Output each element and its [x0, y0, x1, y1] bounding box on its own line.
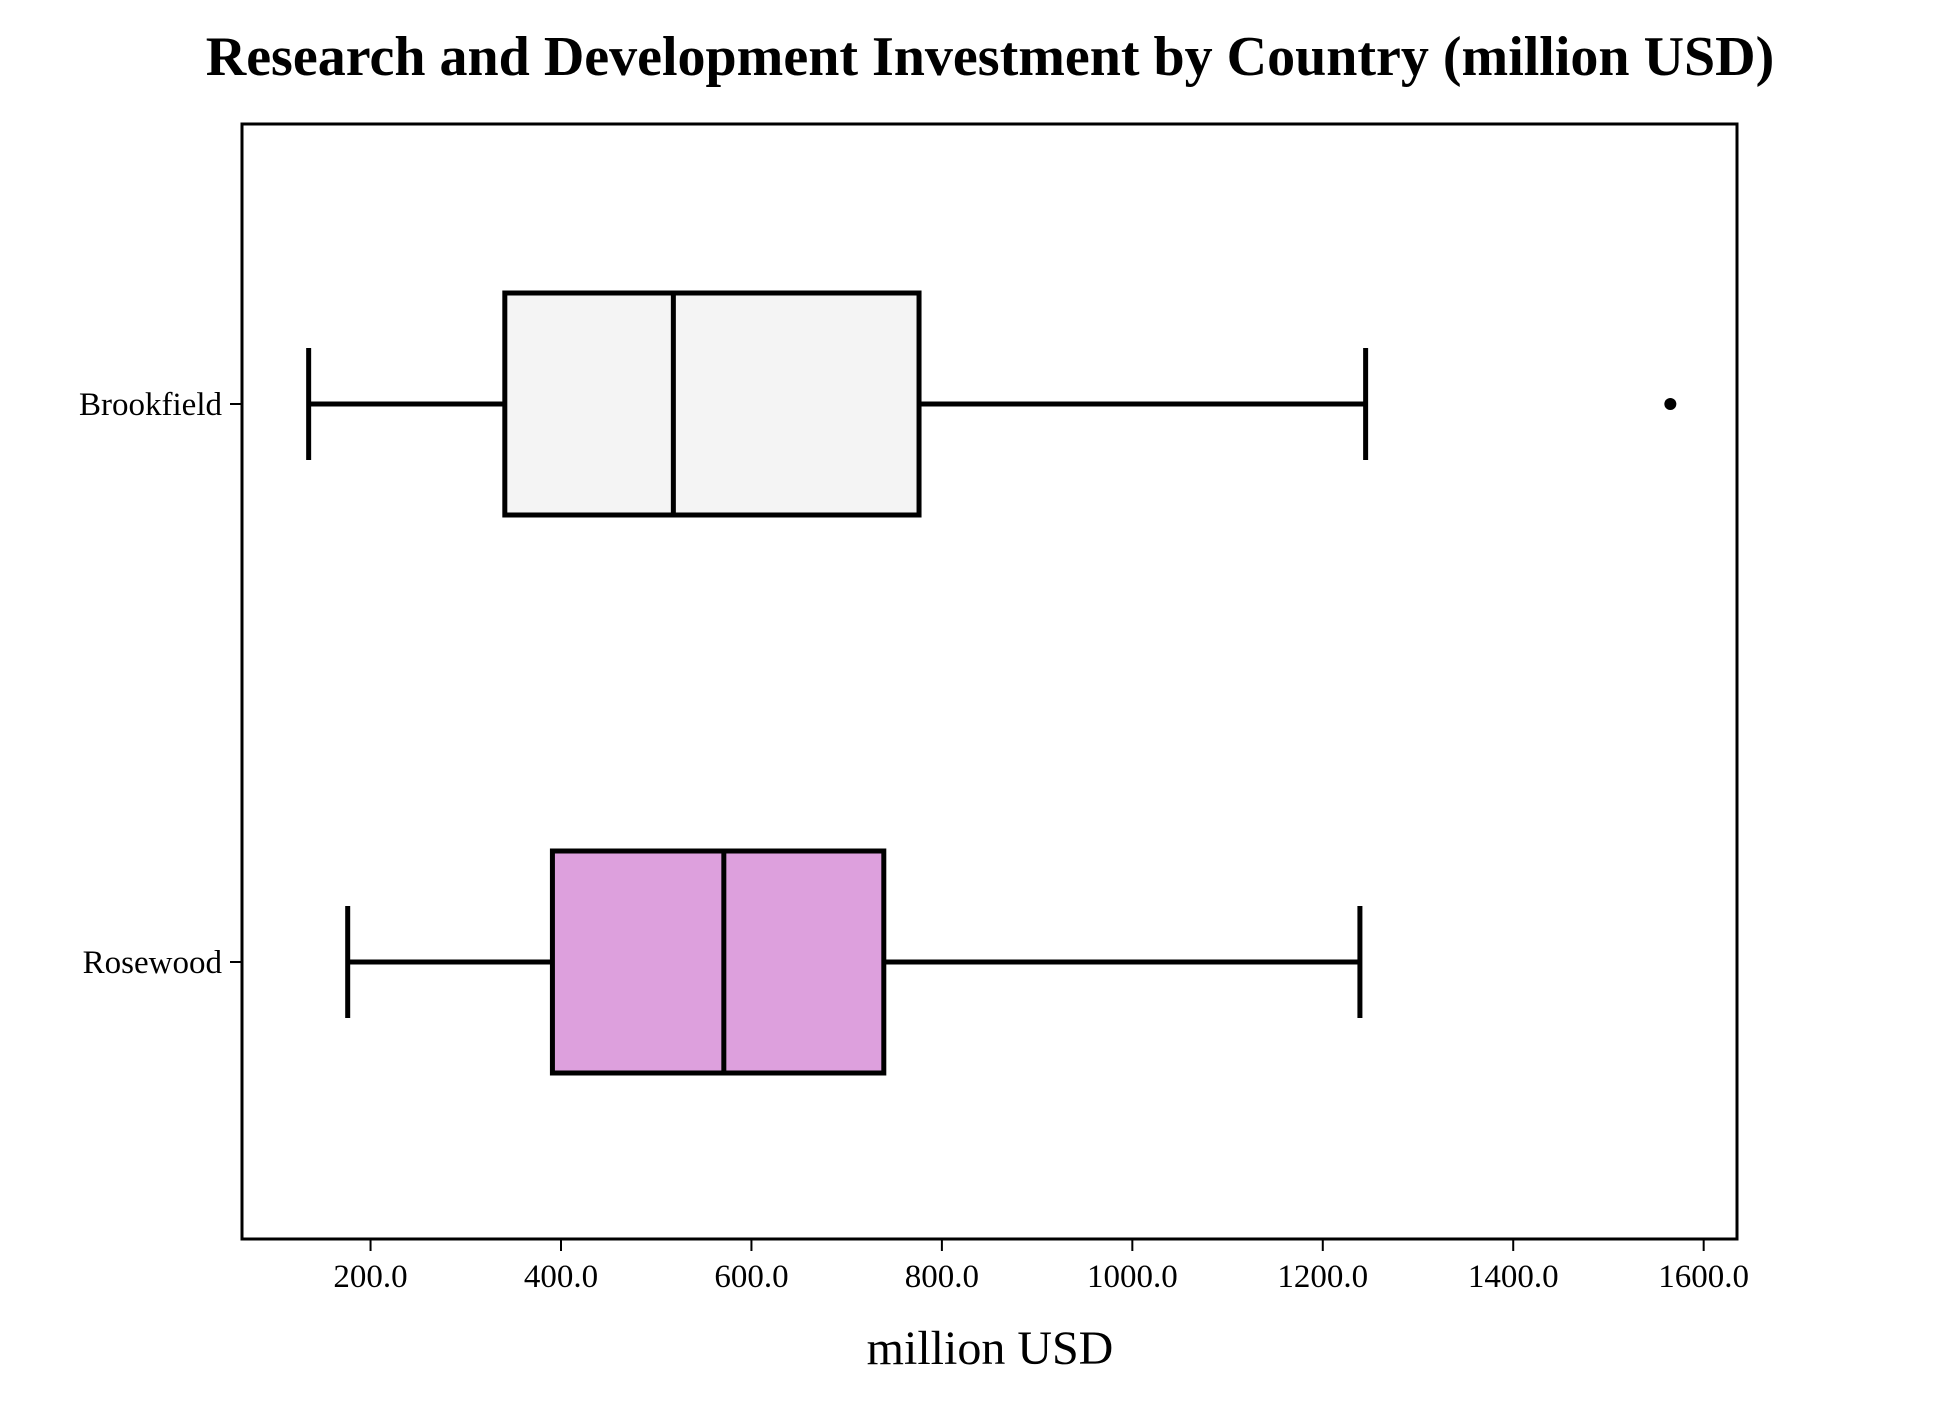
x-tick-label: 600.0 [714, 1259, 788, 1295]
x-tick-label: 1600.0 [1658, 1259, 1749, 1295]
x-tick-label: 1200.0 [1277, 1259, 1368, 1295]
outlier-point [1664, 398, 1677, 410]
x-tick-label: 400.0 [524, 1259, 598, 1295]
box-brookfield [306, 290, 1677, 518]
x-tick-label: 200.0 [333, 1259, 407, 1295]
chart-marks [306, 290, 1677, 1076]
box-rosewood [345, 848, 1363, 1076]
y-tick-label: Brookfield [79, 387, 222, 423]
y-tick-label: Rosewood [83, 945, 223, 981]
iqr-box [549, 848, 887, 1076]
x-axis: 200.0 400.0 600.0 800.0 1000.0 1200.0 1400.0 16… [333, 1239, 1749, 1295]
x-axis-label: million USD [867, 1322, 1114, 1375]
iqr-box [502, 290, 922, 518]
x-tick-label: 800.0 [905, 1259, 979, 1295]
y-axis: Brookfield Rosewood [79, 387, 242, 981]
x-tick-label: 1400.0 [1468, 1259, 1559, 1295]
x-tick-label: 1000.0 [1087, 1259, 1178, 1295]
chart-title: Research and Development Investment by C… [206, 26, 1775, 88]
plot-area [240, 122, 1739, 1241]
